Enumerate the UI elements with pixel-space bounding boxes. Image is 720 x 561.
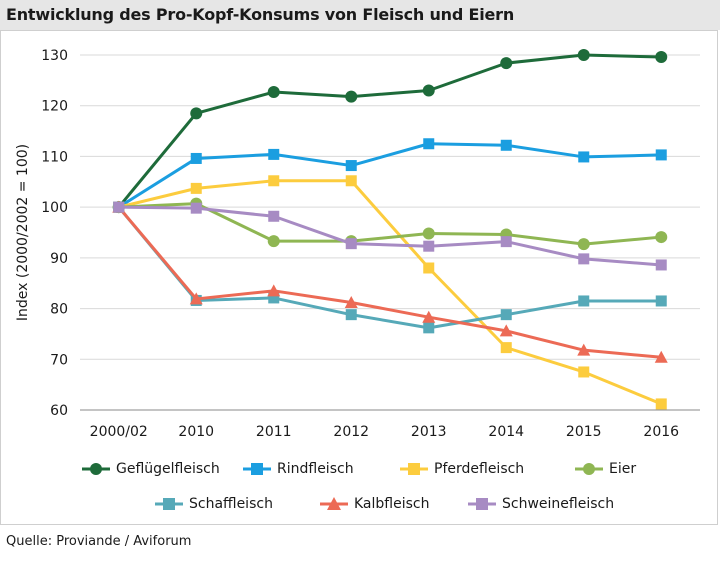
data-point bbox=[190, 107, 203, 120]
y-tick-label: 100 bbox=[41, 200, 68, 216]
data-point bbox=[655, 398, 667, 410]
x-tick-label: 2013 bbox=[411, 424, 447, 440]
data-point bbox=[423, 138, 435, 150]
y-tick-label: 120 bbox=[41, 99, 68, 115]
data-point bbox=[190, 202, 202, 214]
series-line bbox=[117, 53, 662, 209]
x-tick-label: 2010 bbox=[178, 424, 214, 440]
data-point bbox=[500, 309, 512, 321]
data-point bbox=[655, 295, 667, 307]
data-point bbox=[578, 295, 590, 307]
data-point bbox=[268, 148, 280, 160]
data-point bbox=[422, 310, 436, 323]
series-line bbox=[118, 205, 662, 267]
data-point bbox=[655, 259, 667, 271]
x-tick-label: 2015 bbox=[566, 424, 602, 440]
data-point bbox=[190, 152, 202, 164]
data-point bbox=[499, 324, 513, 337]
data-point bbox=[655, 149, 667, 161]
chart-title: Entwicklung des Pro-Kopf-Konsums von Fle… bbox=[6, 5, 515, 24]
data-point bbox=[345, 90, 358, 103]
series-line bbox=[117, 142, 662, 209]
data-point bbox=[345, 175, 357, 187]
source-note: Quelle: Proviande / Aviforum bbox=[6, 534, 192, 549]
data-point bbox=[345, 160, 357, 172]
data-point bbox=[577, 49, 590, 61]
data-point bbox=[344, 295, 358, 308]
x-tick-label: 2016 bbox=[643, 424, 679, 440]
data-point bbox=[268, 292, 280, 304]
series-line bbox=[118, 179, 662, 406]
chart-frame bbox=[0, 30, 718, 525]
y-tick-label: 60 bbox=[50, 403, 68, 419]
data-point bbox=[345, 238, 357, 250]
data-point bbox=[423, 262, 435, 274]
data-point bbox=[500, 342, 512, 354]
data-point bbox=[423, 322, 435, 334]
data-point bbox=[267, 235, 280, 248]
data-point bbox=[422, 227, 435, 240]
data-point bbox=[345, 309, 357, 321]
data-point bbox=[654, 350, 668, 363]
y-tick-label: 70 bbox=[50, 352, 68, 368]
series-line bbox=[117, 206, 662, 330]
data-point bbox=[267, 284, 281, 297]
data-point bbox=[655, 51, 668, 64]
data-point bbox=[268, 210, 280, 222]
y-tick-label: 80 bbox=[50, 302, 68, 318]
data-point bbox=[578, 151, 590, 163]
data-point bbox=[655, 231, 668, 244]
data-point bbox=[189, 292, 203, 305]
y-tick-label: 90 bbox=[50, 251, 68, 267]
data-point bbox=[577, 238, 590, 251]
data-point bbox=[578, 253, 590, 265]
x-tick-label: 2000/02 bbox=[90, 424, 148, 440]
data-point bbox=[500, 236, 512, 248]
title-bar bbox=[0, 0, 720, 30]
data-point bbox=[268, 175, 280, 187]
x-tick-label: 2014 bbox=[488, 424, 524, 440]
data-point bbox=[578, 366, 590, 378]
data-point bbox=[500, 57, 513, 70]
y-tick-label: 110 bbox=[41, 149, 68, 165]
data-point bbox=[423, 240, 435, 252]
data-point bbox=[190, 182, 202, 194]
series-line bbox=[117, 206, 662, 359]
y-tick-label: 130 bbox=[41, 48, 68, 64]
y-axis-label: Index (2000/2002 = 100) bbox=[15, 144, 31, 321]
data-point bbox=[422, 84, 435, 97]
data-point bbox=[577, 343, 591, 356]
data-point bbox=[267, 86, 280, 99]
x-tick-label: 2011 bbox=[256, 424, 292, 440]
x-tick-label: 2012 bbox=[333, 424, 369, 440]
data-point bbox=[500, 139, 512, 151]
data-point bbox=[113, 201, 125, 213]
